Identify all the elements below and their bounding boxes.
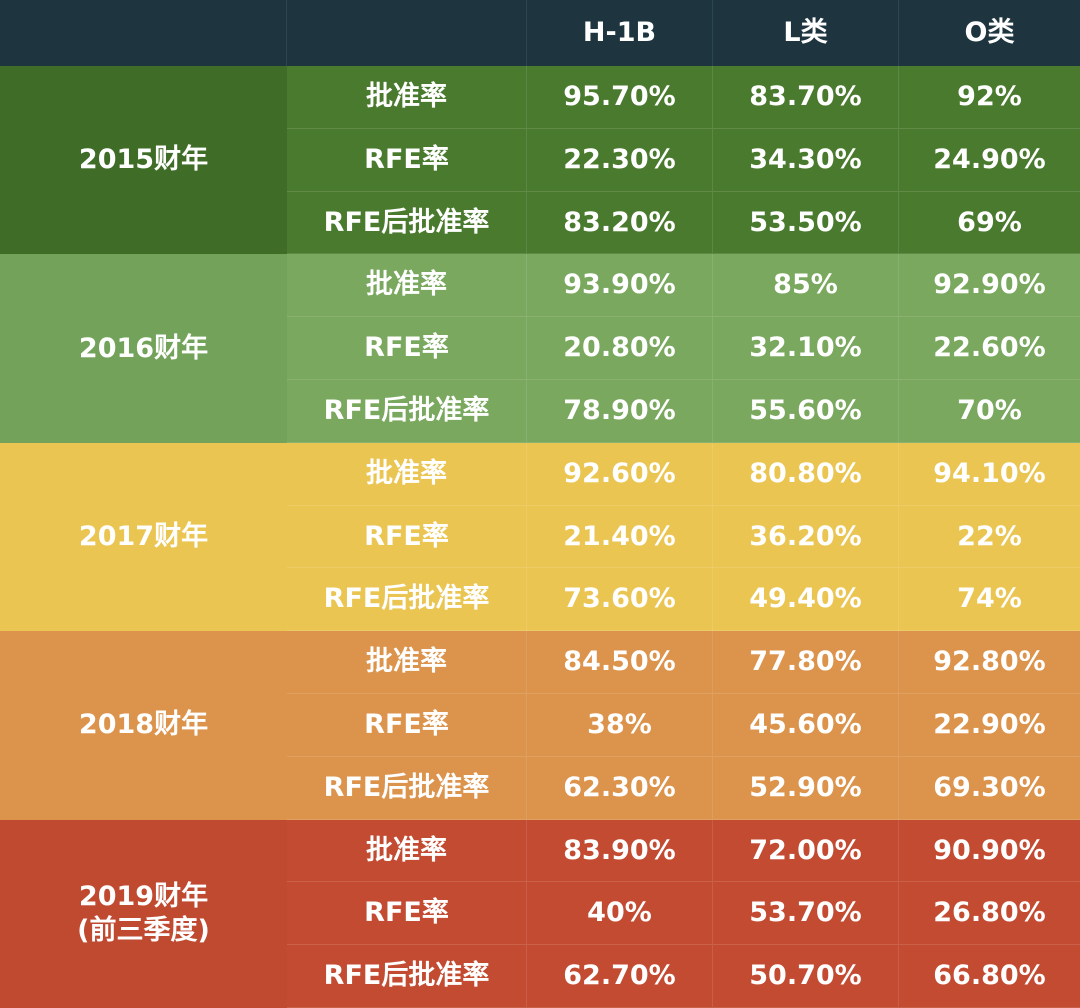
metric-label: RFE后批准率: [287, 191, 527, 255]
metric-label: 批准率: [287, 442, 527, 506]
value-cell: 21.40%: [527, 505, 713, 569]
value-cell: 92.80%: [899, 631, 1080, 694]
value-cell: 80.80%: [713, 442, 899, 506]
value-cell: 55.60%: [713, 379, 899, 443]
value-cell: 22%: [899, 505, 1080, 569]
value-cell: 22.60%: [899, 317, 1080, 380]
value-cell: 22.30%: [527, 128, 713, 192]
value-cell: 62.30%: [527, 756, 713, 820]
value-cell: 83.20%: [527, 191, 713, 255]
value-cell: 53.50%: [713, 191, 899, 255]
value-cell: 22.90%: [899, 693, 1080, 757]
value-cell: 62.70%: [527, 945, 713, 1008]
metric-label: RFE后批准率: [287, 945, 527, 1008]
value-cell: 95.70%: [527, 66, 713, 129]
value-cell: 52.90%: [713, 756, 899, 820]
value-cell: 66.80%: [899, 945, 1080, 1008]
metric-label: 批准率: [287, 819, 527, 883]
value-cell: 34.30%: [713, 128, 899, 192]
metric-label: 批准率: [287, 631, 527, 694]
header-h1b: H-1B: [527, 0, 713, 66]
header-blank-year: [0, 0, 287, 66]
value-cell: 90.90%: [899, 819, 1080, 883]
value-cell: 50.70%: [713, 945, 899, 1008]
year-cell: 2019财年 (前三季度): [0, 819, 287, 1008]
value-cell: 92%: [899, 66, 1080, 129]
year-cell: 2016财年: [0, 254, 287, 443]
value-cell: 49.40%: [713, 568, 899, 632]
value-cell: 53.70%: [713, 882, 899, 946]
value-cell: 38%: [527, 693, 713, 757]
value-cell: 72.00%: [713, 819, 899, 883]
value-cell: 20.80%: [527, 317, 713, 380]
value-cell: 69.30%: [899, 756, 1080, 820]
value-cell: 40%: [527, 882, 713, 946]
value-cell: 94.10%: [899, 442, 1080, 506]
value-cell: 26.80%: [899, 882, 1080, 946]
value-cell: 92.60%: [527, 442, 713, 506]
value-cell: 85%: [713, 254, 899, 318]
value-cell: 73.60%: [527, 568, 713, 632]
value-cell: 92.90%: [899, 254, 1080, 318]
value-cell: 24.90%: [899, 128, 1080, 192]
value-cell: 32.10%: [713, 317, 899, 380]
year-cell: 2017财年: [0, 442, 287, 632]
value-cell: 83.70%: [713, 66, 899, 129]
metric-label: RFE率: [287, 693, 527, 757]
value-cell: 78.90%: [527, 379, 713, 443]
value-cell: 69%: [899, 191, 1080, 255]
value-cell: 36.20%: [713, 505, 899, 569]
header-l: L类: [713, 0, 899, 66]
header-blank-metric: [287, 0, 527, 66]
header-o: O类: [899, 0, 1080, 66]
value-cell: 74%: [899, 568, 1080, 632]
metric-label: RFE后批准率: [287, 756, 527, 820]
metric-label: 批准率: [287, 254, 527, 318]
value-cell: 70%: [899, 379, 1080, 443]
metric-label: RFE率: [287, 505, 527, 569]
value-cell: 45.60%: [713, 693, 899, 757]
metric-label: RFE率: [287, 128, 527, 192]
value-cell: 93.90%: [527, 254, 713, 318]
metric-label: RFE率: [287, 317, 527, 380]
metric-label: 批准率: [287, 66, 527, 129]
year-cell: 2015财年: [0, 66, 287, 255]
value-cell: 77.80%: [713, 631, 899, 694]
value-cell: 84.50%: [527, 631, 713, 694]
year-cell: 2018财年: [0, 631, 287, 820]
value-cell: 83.90%: [527, 819, 713, 883]
metric-label: RFE后批准率: [287, 379, 527, 443]
metric-label: RFE后批准率: [287, 568, 527, 632]
metric-label: RFE率: [287, 882, 527, 946]
